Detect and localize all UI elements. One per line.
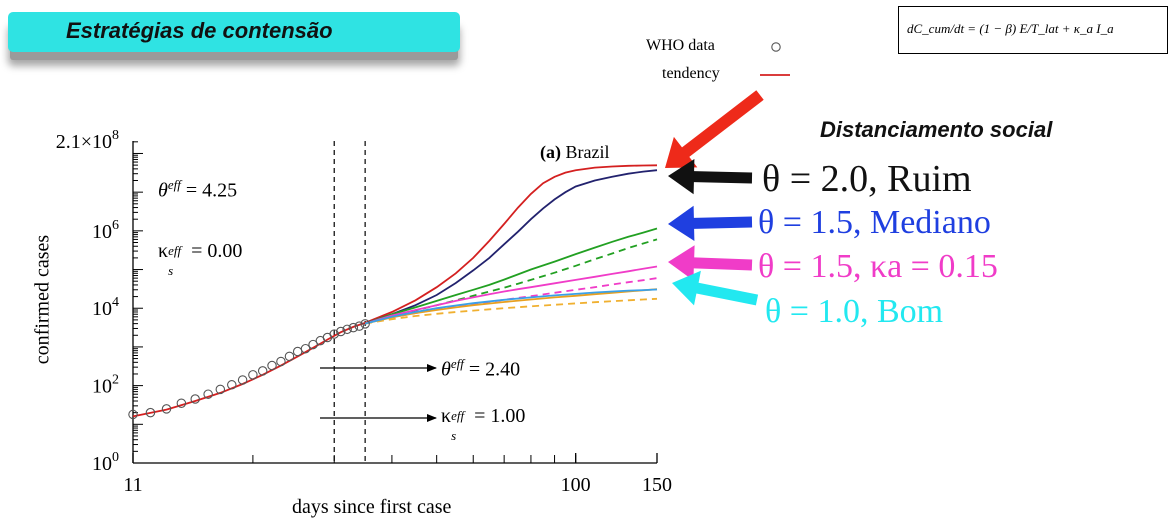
left-kappa-annotation: κ eff s = 0.00 bbox=[158, 240, 243, 278]
series-line bbox=[364, 265, 658, 325]
theta-value: = 4.25 bbox=[185, 179, 238, 202]
kappa-symbol: κ bbox=[441, 405, 452, 427]
series-line bbox=[132, 164, 658, 418]
who-data-point bbox=[145, 407, 156, 418]
who-data-point bbox=[276, 356, 286, 367]
who-data-point bbox=[348, 322, 359, 333]
who-data-point bbox=[354, 321, 365, 331]
who-data-point bbox=[257, 366, 268, 376]
pink-arrow bbox=[668, 245, 753, 281]
panel-label: (a) Brazil bbox=[540, 142, 609, 163]
kappa-sup: eff bbox=[168, 243, 182, 258]
plot-overlay bbox=[320, 42, 790, 422]
who-data-point bbox=[336, 326, 346, 337]
who-data-point bbox=[267, 360, 277, 371]
scenario-label-kappa: θ = 1.5, κa = 0.15 bbox=[758, 248, 998, 285]
right-theta-annotation: θeff = 2.40 bbox=[441, 356, 520, 382]
y-tick-label: 100 bbox=[92, 450, 119, 475]
x-axis-label: days since first case bbox=[292, 496, 452, 518]
who-data-point bbox=[300, 343, 311, 354]
x-tick-label: 150 bbox=[642, 474, 672, 496]
scenario-label-mediano: θ = 1.5, Mediano bbox=[758, 204, 991, 241]
theta-value: = 2.40 bbox=[468, 358, 521, 381]
who-data-point bbox=[342, 324, 352, 335]
series-line bbox=[364, 169, 658, 325]
scenarios-heading: Distanciamento social bbox=[820, 117, 1053, 142]
cyan-arrow bbox=[672, 270, 759, 306]
who-data-point bbox=[190, 394, 200, 404]
panel-letter: (a) bbox=[540, 142, 561, 162]
series-line bbox=[364, 227, 658, 325]
black-arrow bbox=[668, 159, 753, 195]
left-theta-annotation: θeff = 4.25 bbox=[158, 177, 237, 203]
banner-title: Estratégias de contensão bbox=[66, 18, 333, 43]
who-data-point bbox=[329, 329, 339, 339]
who-data-point bbox=[176, 398, 187, 409]
kappa-value: = 1.00 bbox=[474, 405, 526, 427]
formula-text: dC_cum/dt = (1 − β) E/T_lat + κ_a I_a bbox=[907, 21, 1114, 36]
legend-who-marker bbox=[771, 42, 781, 52]
who-data-point bbox=[284, 351, 295, 362]
y-tick-label: 102 bbox=[92, 373, 119, 398]
who-data-point bbox=[237, 375, 248, 385]
who-data-point bbox=[248, 370, 258, 380]
who-data-point bbox=[360, 319, 370, 329]
kappa-symbol: κ bbox=[158, 240, 169, 262]
y-tick-label: 2.1×108 bbox=[56, 128, 119, 153]
series-line bbox=[364, 288, 658, 325]
who-data-point bbox=[227, 380, 237, 390]
formula-box: dC_cum/dt = (1 − β) E/T_lat + κ_a I_a bbox=[898, 6, 1168, 54]
kappa-sub: s bbox=[451, 428, 457, 443]
legend-tendency-label: tendency bbox=[662, 65, 720, 82]
theta-symbol: θ bbox=[441, 358, 451, 381]
who-data-point bbox=[308, 339, 318, 350]
title-banner: Estratégias de contensão bbox=[8, 12, 460, 52]
scenario-label-bom: θ = 1.0, Bom bbox=[765, 293, 944, 330]
legend-who-label: WHO data bbox=[646, 37, 715, 54]
who-data-point bbox=[215, 384, 226, 395]
y-tick-label: 106 bbox=[92, 218, 119, 243]
x-tick-label: 100 bbox=[561, 474, 591, 496]
x-tick-label: 11 bbox=[123, 474, 142, 496]
kappa-sub: s bbox=[168, 263, 174, 278]
who-data-point bbox=[203, 389, 213, 399]
scenario-label-ruim: θ = 2.0, Ruim bbox=[762, 158, 972, 200]
y-axis-label: confirmed cases bbox=[31, 234, 54, 365]
who-data-point bbox=[161, 404, 172, 414]
theta-symbol: θ bbox=[158, 179, 168, 202]
panel-country: Brazil bbox=[565, 142, 610, 162]
red-arrow bbox=[665, 90, 764, 168]
y-tick-label: 104 bbox=[92, 295, 119, 320]
theta-sup: eff bbox=[167, 177, 181, 192]
series-line bbox=[364, 288, 658, 325]
kappa-value: = 0.00 bbox=[191, 240, 243, 262]
blue-arrow bbox=[668, 205, 753, 241]
who-data-point bbox=[128, 409, 138, 420]
right-kappa-annotation: κ eff s = 1.00 bbox=[441, 405, 526, 443]
kappa-sup: eff bbox=[451, 408, 465, 423]
who-data-point bbox=[292, 346, 303, 357]
plot-marks bbox=[128, 141, 658, 463]
theta-sup: eff bbox=[450, 356, 464, 371]
